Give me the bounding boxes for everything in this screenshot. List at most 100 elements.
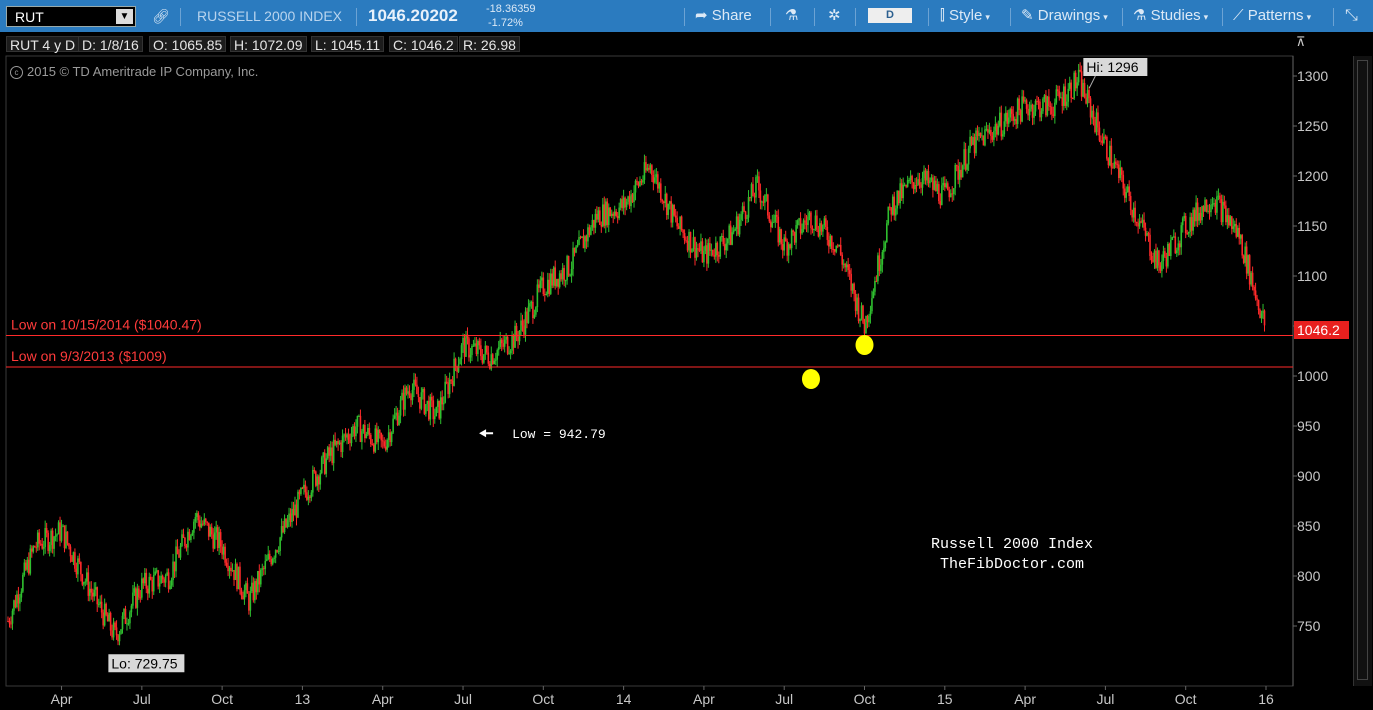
candle-body [969,136,971,149]
candle-body [231,570,234,572]
candle-body [720,236,723,238]
candle-body [548,279,551,294]
candle-body [631,194,634,203]
expand-icon[interactable]: ⤡ [1345,7,1358,24]
candle-body [1120,167,1123,175]
candle-body [428,400,430,420]
gear-icon[interactable]: ✲ [828,7,841,24]
candle-body [1006,112,1009,124]
candle-body [807,216,809,225]
candle-body [1061,97,1064,106]
candle-body [646,167,649,171]
candle-body [416,384,418,395]
candle-body [22,574,24,592]
candle-body [539,280,542,288]
toolbar-divider [684,8,685,26]
candle-body [506,336,509,354]
candle-body [390,432,393,443]
candle-body [203,518,206,525]
candle-body [207,522,210,537]
candle-body [542,277,545,295]
y-tick-label: 1250 [1297,118,1328,134]
vertical-scrollbar[interactable] [1353,56,1372,686]
candle-body [164,575,167,583]
candle-body [1083,82,1086,98]
share-button[interactable]: ➦ Share [695,0,752,32]
candle-body [173,561,176,572]
candle-body [884,242,887,249]
candle-body [1178,243,1181,248]
candle-body [322,452,325,458]
link-icon[interactable]: 🔗︎ [152,8,170,24]
candle-body [569,275,571,277]
candle-body [715,242,717,257]
candle-body [309,496,311,498]
candle-body [352,426,354,434]
candle-body [1091,110,1093,118]
candle-body [176,546,179,555]
candle-body [1229,216,1232,226]
candle-body [196,513,198,518]
candle-body [905,184,907,187]
candle-body [1177,243,1180,251]
lo-label: Lo: 729.75 [111,655,177,671]
period-selector[interactable]: D [868,8,912,23]
candle-body [499,339,501,348]
flask-icon[interactable]: ⚗ [785,7,799,24]
candle-body [1187,231,1190,234]
candle-body [927,170,930,184]
candle-body [633,192,635,203]
candle-body [399,399,402,416]
candle-body [880,264,882,271]
patterns-button[interactable]: ⟋ Patterns ▾ [1233,0,1311,32]
studies-button[interactable]: ⚗ Studies ▾ [1133,0,1208,32]
candle-body [572,247,574,269]
copyright-icon: c [10,66,23,79]
candle-body [182,534,185,538]
candle-body [51,530,54,549]
candle-body [822,224,824,232]
candle-body [1037,101,1040,103]
candle-body [674,215,677,218]
candle-body [610,213,613,216]
candle-body [1103,136,1105,143]
candle-body [221,546,223,555]
candle-body [155,570,158,572]
candle-body [655,174,658,178]
candle-body [227,565,229,572]
candle-body [167,572,170,589]
candle-body [1039,101,1041,118]
candle-body [691,249,693,253]
candle-body [701,241,704,263]
candle-body [749,197,751,199]
candle-body [1155,250,1157,268]
support-line-label: Low on 10/15/2014 ($1040.47) [11,317,202,333]
symbol-selector[interactable]: RUT ▼ [6,6,136,27]
drawings-button[interactable]: ✎ Drawings ▾ [1021,0,1108,32]
chevron-down-icon[interactable]: ▼ [116,9,133,24]
candle-body [544,294,546,296]
candle-body [414,379,417,385]
candle-body [39,543,42,545]
candle-body [912,182,915,190]
candle-body [81,574,84,585]
candle-body [1201,206,1203,221]
candle-body [590,227,592,235]
candle-body [770,221,772,228]
scroll-thumb[interactable] [1357,60,1368,680]
style-button[interactable]: ⫿ Style ▾ [940,0,990,32]
candle-body [228,567,231,572]
candle-body [640,180,643,183]
candle-body [442,402,445,405]
price-scale-icon[interactable]: ⊼ [1296,34,1306,49]
candle-body [668,201,671,204]
candle-body [1257,299,1260,311]
candle-body [1138,221,1141,227]
candle-body [433,416,436,420]
candle-body [445,381,448,383]
candle-body [53,536,55,549]
candle-body [87,572,90,596]
candle-body [575,246,577,253]
candle-body [1128,186,1130,197]
